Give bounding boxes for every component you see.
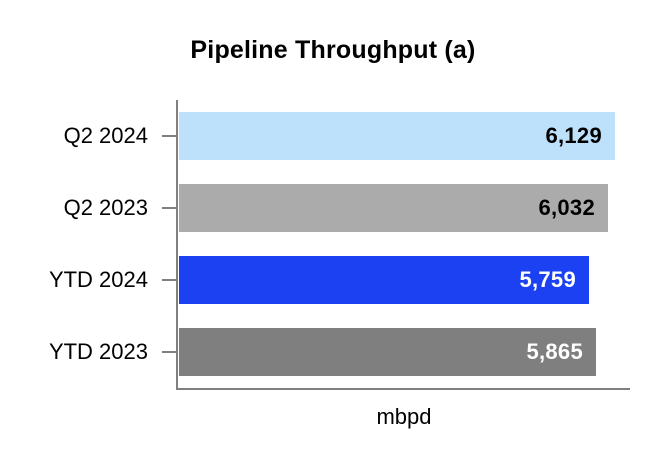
bar-value-label: 5,865	[526, 339, 583, 364]
bar: 5,759	[179, 256, 589, 304]
category-label: YTD 2024	[48, 267, 148, 292]
category-label: YTD 2023	[48, 339, 148, 364]
bar: 5,865	[179, 328, 596, 376]
x-axis-line	[176, 388, 630, 390]
axis-tick	[162, 279, 177, 281]
axis-tick	[162, 351, 177, 353]
category-label: Q2 2023	[63, 195, 148, 220]
chart-title: Pipeline Throughput (a)	[190, 36, 476, 64]
plot-area: Q2 2024 6,129 Q2 2023 6,032 YTD 2024 5,759 YTD…	[0, 100, 666, 390]
bar: 6,129	[179, 112, 615, 160]
bar-value-label: 6,032	[538, 195, 595, 220]
axis-tick	[162, 135, 177, 137]
bar-value-label: 6,129	[545, 123, 602, 148]
y-axis-line	[176, 100, 178, 390]
category-label: Q2 2024	[63, 123, 148, 148]
x-axis-label: mbpd	[376, 404, 432, 429]
bar: 6,032	[179, 184, 608, 232]
axis-tick	[162, 207, 177, 209]
bar-value-label: 5,759	[519, 267, 576, 292]
